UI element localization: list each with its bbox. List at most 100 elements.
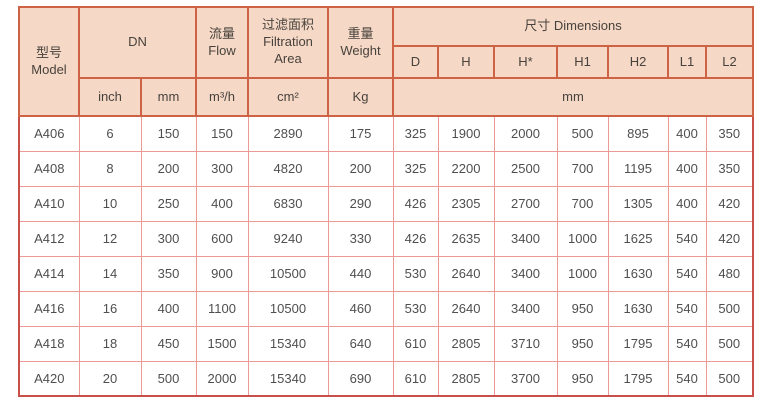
table-cell: 2805: [437, 360, 495, 397]
table-cell: 600: [195, 220, 249, 257]
header-unit-dimensions-mm: mm: [392, 77, 754, 117]
header-dimensions: 尺寸 Dimensions: [392, 6, 754, 47]
table-cell: 420: [705, 220, 754, 257]
table-cell: 610: [392, 360, 439, 397]
header-unit-inch: inch: [78, 77, 142, 117]
table-cell: 330: [327, 220, 394, 257]
table-row: A406 6 150 150 2890 175 325 1900 2000 50…: [18, 115, 754, 152]
cell-model: A406: [18, 115, 80, 152]
table-cell: 3710: [493, 325, 558, 362]
table-cell: 2200: [437, 150, 495, 187]
table-cell: 690: [327, 360, 394, 397]
table-row: A414 14 350 900 10500 440 530 2640 3400 …: [18, 255, 754, 292]
header-row-groups: 型号 Model DN 流量 Flow 过滤面积 Filtration Area…: [18, 6, 754, 117]
table-cell: 400: [667, 115, 707, 152]
table-cell: 150: [195, 115, 249, 152]
table-cell: 6: [78, 115, 142, 152]
table-cell: 9240: [247, 220, 329, 257]
table-cell: 300: [140, 220, 197, 257]
cell-model: A416: [18, 290, 80, 327]
table-cell: 6830: [247, 185, 329, 222]
table-cell: 300: [195, 150, 249, 187]
table-cell: 20: [78, 360, 142, 397]
table-cell: 10500: [247, 255, 329, 292]
table-cell: 2000: [493, 115, 558, 152]
header-model: 型号 Model: [18, 6, 80, 117]
table-cell: 540: [667, 255, 707, 292]
header-dim-h-star: H*: [493, 45, 558, 79]
table-cell: 3400: [493, 290, 558, 327]
header-unit-mm: mm: [140, 77, 197, 117]
table-row: A416 16 400 1100 10500 460 530 2640 3400…: [18, 290, 754, 327]
header-unit-flow: m³/h: [195, 77, 249, 117]
header-dim-h1: H1: [556, 45, 609, 79]
table-cell: 540: [667, 325, 707, 362]
table-cell: 700: [556, 150, 609, 187]
table-cell: 420: [705, 185, 754, 222]
header-unit-weight: Kg: [327, 77, 394, 117]
table-cell: 2700: [493, 185, 558, 222]
table-cell: 700: [556, 185, 609, 222]
table-cell: 1795: [607, 360, 669, 397]
table-cell: 426: [392, 185, 439, 222]
table-cell: 16: [78, 290, 142, 327]
table-cell: 8: [78, 150, 142, 187]
cell-model: A408: [18, 150, 80, 187]
table-cell: 426: [392, 220, 439, 257]
table-cell: 530: [392, 290, 439, 327]
table-cell: 2500: [493, 150, 558, 187]
header-dn: DN: [78, 6, 197, 79]
header-dim-l2: L2: [705, 45, 754, 79]
table-cell: 500: [556, 115, 609, 152]
table-cell: 2640: [437, 255, 495, 292]
table-cell: 950: [556, 325, 609, 362]
table-cell: 250: [140, 185, 197, 222]
table-cell: 1630: [607, 290, 669, 327]
table-cell: 1305: [607, 185, 669, 222]
table-cell: 460: [327, 290, 394, 327]
table-cell: 3400: [493, 220, 558, 257]
cell-model: A418: [18, 325, 80, 362]
cell-model: A414: [18, 255, 80, 292]
table-cell: 895: [607, 115, 669, 152]
header-unit-area: cm²: [247, 77, 329, 117]
table-cell: 10500: [247, 290, 329, 327]
table-row: A418 18 450 1500 15340 640 610 2805 3710…: [18, 325, 754, 362]
table-cell: 1630: [607, 255, 669, 292]
header-row-units: inch mm m³/h cm² Kg mm: [19, 77, 754, 117]
table-cell: 2305: [437, 185, 495, 222]
table-cell: 200: [140, 150, 197, 187]
table-cell: 500: [705, 290, 754, 327]
table-cell: 3400: [493, 255, 558, 292]
table-cell: 350: [705, 115, 754, 152]
header-flow: 流量 Flow: [195, 6, 249, 79]
table-cell: 540: [667, 290, 707, 327]
header-weight: 重量 Weight: [327, 6, 394, 79]
cell-model: A412: [18, 220, 80, 257]
table-cell: 150: [140, 115, 197, 152]
table-cell: 450: [140, 325, 197, 362]
table-cell: 1795: [607, 325, 669, 362]
table-cell: 350: [705, 150, 754, 187]
table-cell: 3700: [493, 360, 558, 397]
table-cell: 540: [667, 220, 707, 257]
table-cell: 2000: [195, 360, 249, 397]
table-cell: 15340: [247, 325, 329, 362]
table-cell: 2805: [437, 325, 495, 362]
header-row-dimension-columns: D H H* H1 H2 L1 L2: [19, 45, 754, 79]
table-cell: 325: [392, 150, 439, 187]
table-cell: 12: [78, 220, 142, 257]
table-cell: 610: [392, 325, 439, 362]
table-cell: 2890: [247, 115, 329, 152]
cell-model: A420: [18, 360, 80, 397]
table-cell: 10: [78, 185, 142, 222]
table-cell: 1900: [437, 115, 495, 152]
table-cell: 530: [392, 255, 439, 292]
header-filtration-area: 过滤面积 Filtration Area: [247, 6, 329, 79]
table-cell: 950: [556, 360, 609, 397]
table-cell: 350: [140, 255, 197, 292]
table-cell: 1100: [195, 290, 249, 327]
cell-model: A410: [18, 185, 80, 222]
table-row: A420 20 500 2000 15340 690 610 2805 3700…: [18, 360, 754, 397]
table-cell: 480: [705, 255, 754, 292]
